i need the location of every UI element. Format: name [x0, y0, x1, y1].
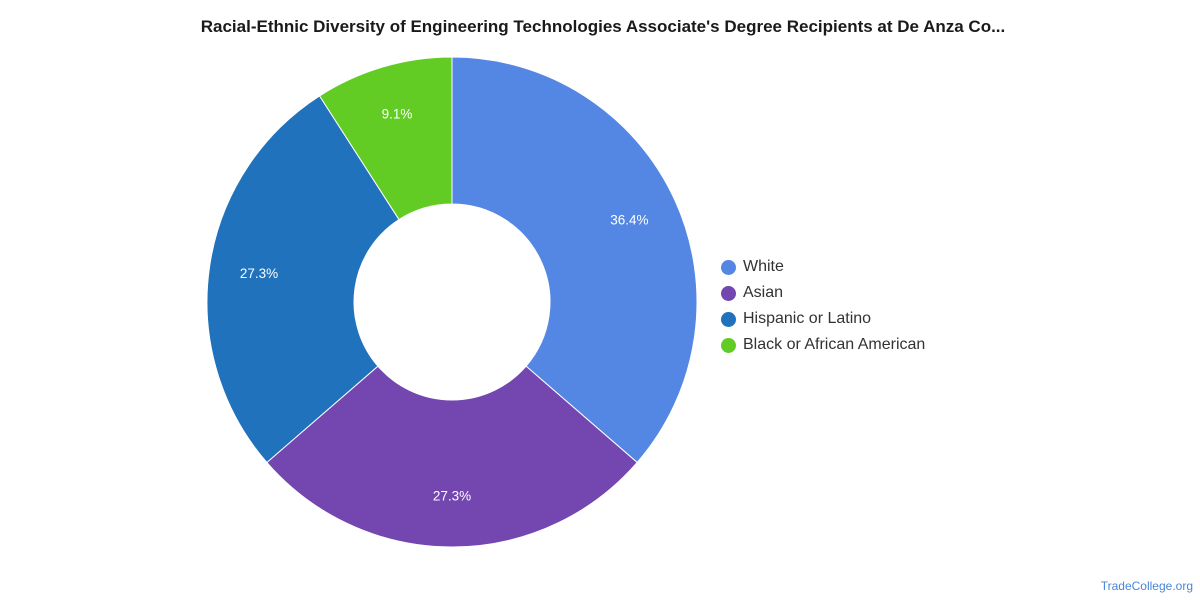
slice-label-hispanic-or-latino: 27.3%: [240, 266, 278, 281]
chart-title: Racial-Ethnic Diversity of Engineering T…: [200, 17, 1006, 36]
legend-swatch-white: [721, 259, 736, 275]
legend-label-hispanic-or-latino: Hispanic or Latino: [743, 310, 872, 327]
legend-item-black-or-african-american[interactable]: Black or African American: [721, 332, 925, 358]
legend-swatch-black-or-african-american: [721, 337, 736, 353]
legend-label-black-or-african-american: Black or African American: [743, 336, 926, 353]
legend-label-white: White: [743, 258, 784, 275]
slice-white[interactable]: [451, 56, 698, 464]
slice-black-or-african-american[interactable]: [318, 56, 453, 221]
legend-swatch-hispanic-or-latino: [721, 311, 736, 327]
source-credit-link[interactable]: TradeCollege.org: [1100, 579, 1193, 593]
legend-item-asian[interactable]: Asian: [721, 280, 925, 306]
slice-label-white: 36.4%: [610, 213, 648, 228]
slice-label-black-or-african-american: 9.1%: [382, 106, 413, 121]
slice-label-asian: 27.3%: [433, 489, 471, 504]
chart-legend: White Asian Hispanic or Latino Black or …: [721, 254, 925, 358]
legend-item-white[interactable]: White: [721, 254, 925, 280]
legend-label-asian: Asian: [743, 284, 784, 301]
legend-swatch-asian: [721, 285, 736, 301]
slice-hispanic-or-latino[interactable]: [206, 95, 400, 464]
slice-asian[interactable]: [266, 365, 638, 548]
legend-item-hispanic-or-latino[interactable]: Hispanic or Latino: [721, 306, 925, 332]
